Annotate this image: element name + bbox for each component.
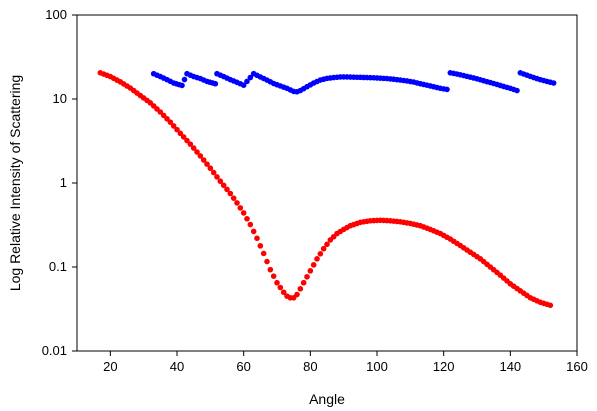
series-1-point — [227, 190, 234, 197]
series-1-point — [314, 256, 320, 262]
series-1-point — [234, 200, 240, 206]
x-tick-label: 120 — [433, 359, 455, 374]
series-1-point — [184, 137, 190, 144]
series-1-point — [297, 286, 304, 292]
series-1-point — [260, 250, 267, 257]
series-1-point — [294, 291, 300, 298]
series-1-point — [270, 273, 277, 279]
y-tick-label: 0.01 — [42, 343, 67, 358]
y-axis-title: Log Relative Intensity of Scattering — [7, 75, 23, 291]
series-1-point — [324, 241, 330, 248]
x-tick-label: 160 — [566, 359, 588, 374]
series-1-point — [547, 302, 554, 309]
series-1-point — [210, 169, 217, 176]
series-1-point — [250, 228, 257, 235]
series-1-point — [317, 251, 324, 257]
series-2-point — [179, 82, 185, 89]
series-1-point — [204, 161, 210, 167]
series-1-point — [174, 126, 180, 133]
series-1-point — [207, 165, 214, 172]
series-1-point — [267, 266, 274, 273]
series-2-point — [444, 86, 450, 93]
series-1-point — [257, 243, 264, 249]
series-2-point — [247, 74, 254, 81]
series-1-point — [214, 174, 220, 180]
y-tick-label: 10 — [53, 91, 67, 106]
series-1-point — [220, 182, 227, 189]
series-2-point — [240, 82, 247, 88]
series-1-point — [274, 279, 280, 286]
series-1-point — [190, 145, 197, 151]
series-1-point — [230, 195, 237, 201]
series-1-point — [194, 149, 200, 155]
series-2-point — [181, 76, 188, 83]
series-1-point — [180, 134, 187, 140]
series-2-point — [514, 87, 520, 94]
series-1-point — [254, 235, 260, 242]
series-1-point — [304, 273, 310, 280]
series-1-point — [170, 123, 177, 129]
series-1-point — [247, 221, 254, 228]
x-tick-label: 20 — [103, 359, 117, 374]
series-2-point — [244, 78, 250, 85]
series-2-point — [212, 80, 219, 87]
series-1-point — [167, 119, 174, 125]
series-1-point — [240, 210, 247, 216]
y-tick-label: 100 — [45, 7, 67, 22]
series-1-point — [264, 258, 270, 265]
series-1-point — [320, 245, 327, 252]
y-tick-label: 1 — [60, 175, 67, 190]
series-1-point — [197, 153, 204, 159]
series-1-point — [244, 215, 250, 222]
series-1-point — [280, 289, 287, 296]
plot-frame — [76, 14, 578, 352]
x-tick-label: 40 — [170, 359, 184, 374]
x-tick-label: 140 — [499, 359, 521, 374]
x-tick-label: 80 — [303, 359, 317, 374]
series-1-point — [307, 268, 314, 274]
series-2-point — [550, 80, 557, 86]
series-1-point — [224, 186, 230, 193]
series-1-point — [187, 141, 194, 147]
x-axis-title: Angle — [309, 391, 345, 407]
series-1-point — [277, 284, 284, 291]
x-tick-label: 60 — [236, 359, 250, 374]
series-1-point — [310, 262, 317, 268]
y-tick-label: 0.1 — [49, 259, 67, 274]
series-1-point — [217, 178, 224, 185]
data-points — [97, 70, 557, 309]
axis-ticks: 20 40 60 80 100 120 140 160 0.01 0.1 1 10 100 — [42, 7, 588, 374]
series-1-point — [237, 205, 244, 211]
series-1-point — [177, 130, 184, 137]
series-1-point — [200, 157, 207, 163]
x-tick-label: 100 — [366, 359, 388, 374]
series-1-point — [300, 279, 307, 286]
